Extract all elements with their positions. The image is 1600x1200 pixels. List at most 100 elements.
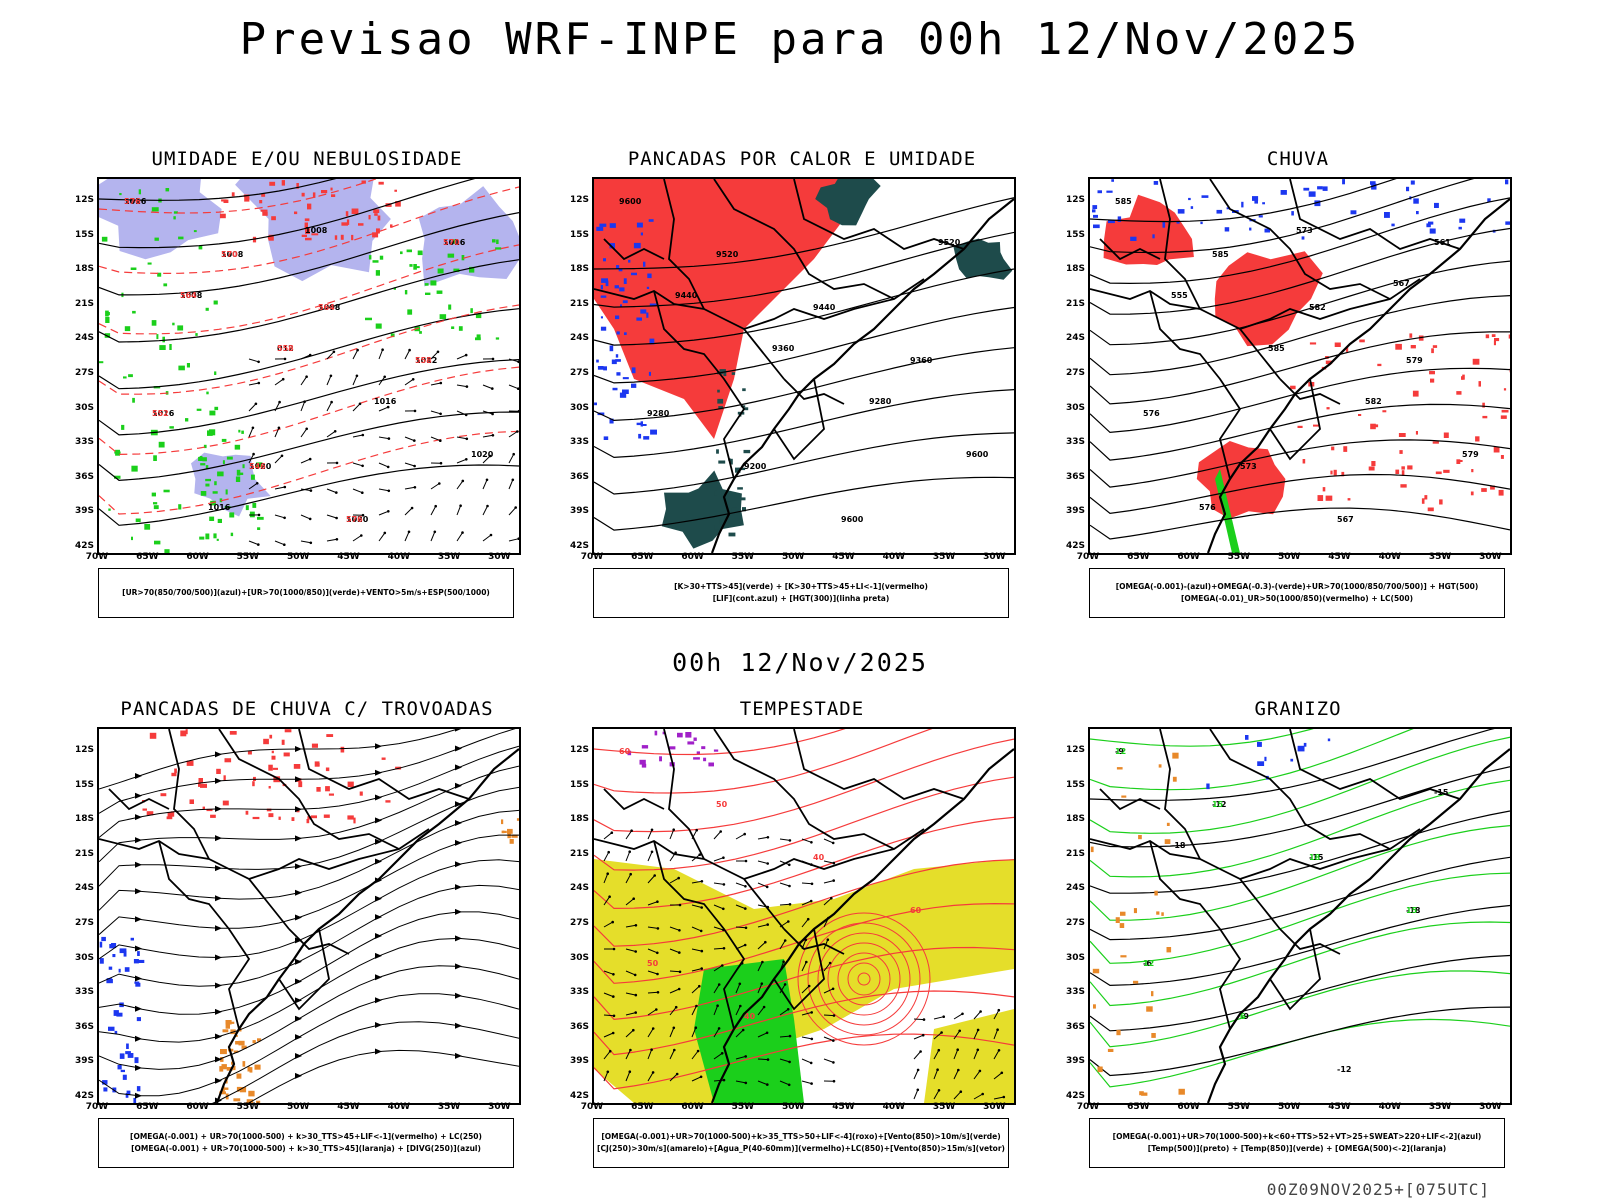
lon-label: 40W (882, 552, 906, 562)
omega-blue (1177, 209, 1185, 214)
isobar-label: 1008 (221, 250, 244, 259)
wind850-vector-head (1000, 1071, 1004, 1075)
humidity-green (212, 491, 218, 494)
wind850-vector (735, 1080, 746, 1084)
storm-red (310, 815, 317, 819)
wind-vector (352, 535, 362, 542)
lif-blue (615, 354, 619, 358)
omega-blue (1458, 226, 1462, 230)
storm-orange (254, 1064, 261, 1070)
temp500-label: -6 (1143, 959, 1152, 968)
legend-pancadas-por-calor-e-umidade: [K>30+TTS>45](verde) + [K>30+TTS>45+LI<-… (593, 568, 1009, 618)
wind850-vector-head (937, 1089, 941, 1092)
wind850-vector (669, 829, 675, 840)
divergence-blue (108, 1026, 115, 1031)
lon-label: 55W (1227, 552, 1251, 562)
lat-label: 27S (74, 918, 94, 928)
wind850-vector (691, 1050, 699, 1060)
wind-vector-head (329, 374, 333, 378)
omega-blue (1317, 186, 1323, 190)
thickness-red (301, 234, 307, 237)
wind850-vector (823, 1014, 835, 1017)
lif-blue (597, 366, 604, 370)
storm-red (283, 752, 290, 757)
flow-arrow (375, 997, 382, 1004)
state-border (603, 788, 665, 811)
humidity-green (178, 504, 182, 510)
omega-blue (1429, 228, 1436, 234)
wind-vector (378, 406, 389, 412)
severe-purple (639, 759, 646, 765)
wind-vector-head (461, 479, 465, 483)
flow-arrow (135, 945, 142, 952)
humidity-green (368, 255, 372, 260)
wind850-vector (993, 1029, 999, 1040)
instability-teal (953, 238, 1013, 280)
storm-red (266, 808, 272, 812)
wind850-vector-head (831, 987, 835, 991)
thickness-red (373, 209, 380, 213)
wind850-vector (801, 1011, 812, 1016)
humidity-green (156, 334, 159, 340)
divergence-blue (117, 1065, 122, 1070)
wind850-vector (647, 970, 658, 975)
wind-vector-head (332, 350, 336, 354)
wind-vector-head (356, 348, 359, 352)
wind-vector (274, 401, 281, 412)
lon-label: 45W (832, 552, 855, 562)
rain-red (1478, 381, 1481, 387)
storm-red (198, 778, 203, 784)
wind850-vector (603, 1050, 611, 1060)
wind850-vector-head (942, 1015, 945, 1018)
wind850-vector (669, 948, 680, 954)
lif-blue (603, 258, 606, 262)
lif-blue (649, 303, 657, 306)
wind-vector (300, 540, 311, 544)
state-border (603, 238, 665, 261)
storm-red (167, 812, 173, 817)
omega-orange (1151, 1033, 1156, 1038)
wind-vector-head (512, 452, 515, 456)
wind850-vector-head (612, 1014, 616, 1018)
thickness-red (296, 183, 299, 189)
wind850-vector (779, 1058, 790, 1063)
wind850-vector (713, 857, 724, 862)
wind850-vector (757, 1080, 768, 1086)
low-center (807, 922, 921, 1036)
wind-vector-head (461, 531, 464, 534)
lif-blue (616, 372, 621, 376)
storm-orange (509, 839, 514, 844)
flow-arrow (375, 794, 382, 801)
wind850-vector-head (650, 1048, 653, 1051)
wind-vector-head (309, 541, 313, 545)
omega-blue (1241, 201, 1244, 208)
flow-arrow (375, 743, 382, 750)
wind850-vector-head (612, 995, 615, 998)
wind850-vector-head (722, 947, 726, 950)
flow-arrow (135, 916, 142, 923)
wind850-vector-head (832, 1014, 836, 1017)
omega-blue (1188, 197, 1191, 201)
lat-label: 24S (569, 333, 589, 344)
omega-orange (1120, 955, 1127, 958)
humidity-green (128, 374, 133, 378)
instability-teal (718, 406, 723, 410)
storm-orange (516, 818, 519, 821)
hgt500-label: 582 (1365, 397, 1382, 406)
lon-label: 45W (832, 1102, 855, 1112)
hgt500-label: 573 (1296, 226, 1313, 235)
wind850-vector (603, 1071, 609, 1082)
humidity-green (495, 337, 500, 340)
omega-blue (1200, 221, 1203, 225)
lif-blue (638, 433, 642, 439)
flow-arrow (135, 861, 142, 868)
omega-blue (1224, 227, 1230, 232)
humidity-green (159, 345, 166, 350)
lat-label: 21S (569, 848, 589, 859)
thickness-red (372, 232, 379, 238)
wind-vector (352, 462, 363, 467)
flow-arrow (295, 863, 302, 870)
omega-blue (1262, 202, 1265, 205)
lat-label: 27S (74, 368, 94, 378)
isobar-label: 1020 (346, 515, 369, 524)
